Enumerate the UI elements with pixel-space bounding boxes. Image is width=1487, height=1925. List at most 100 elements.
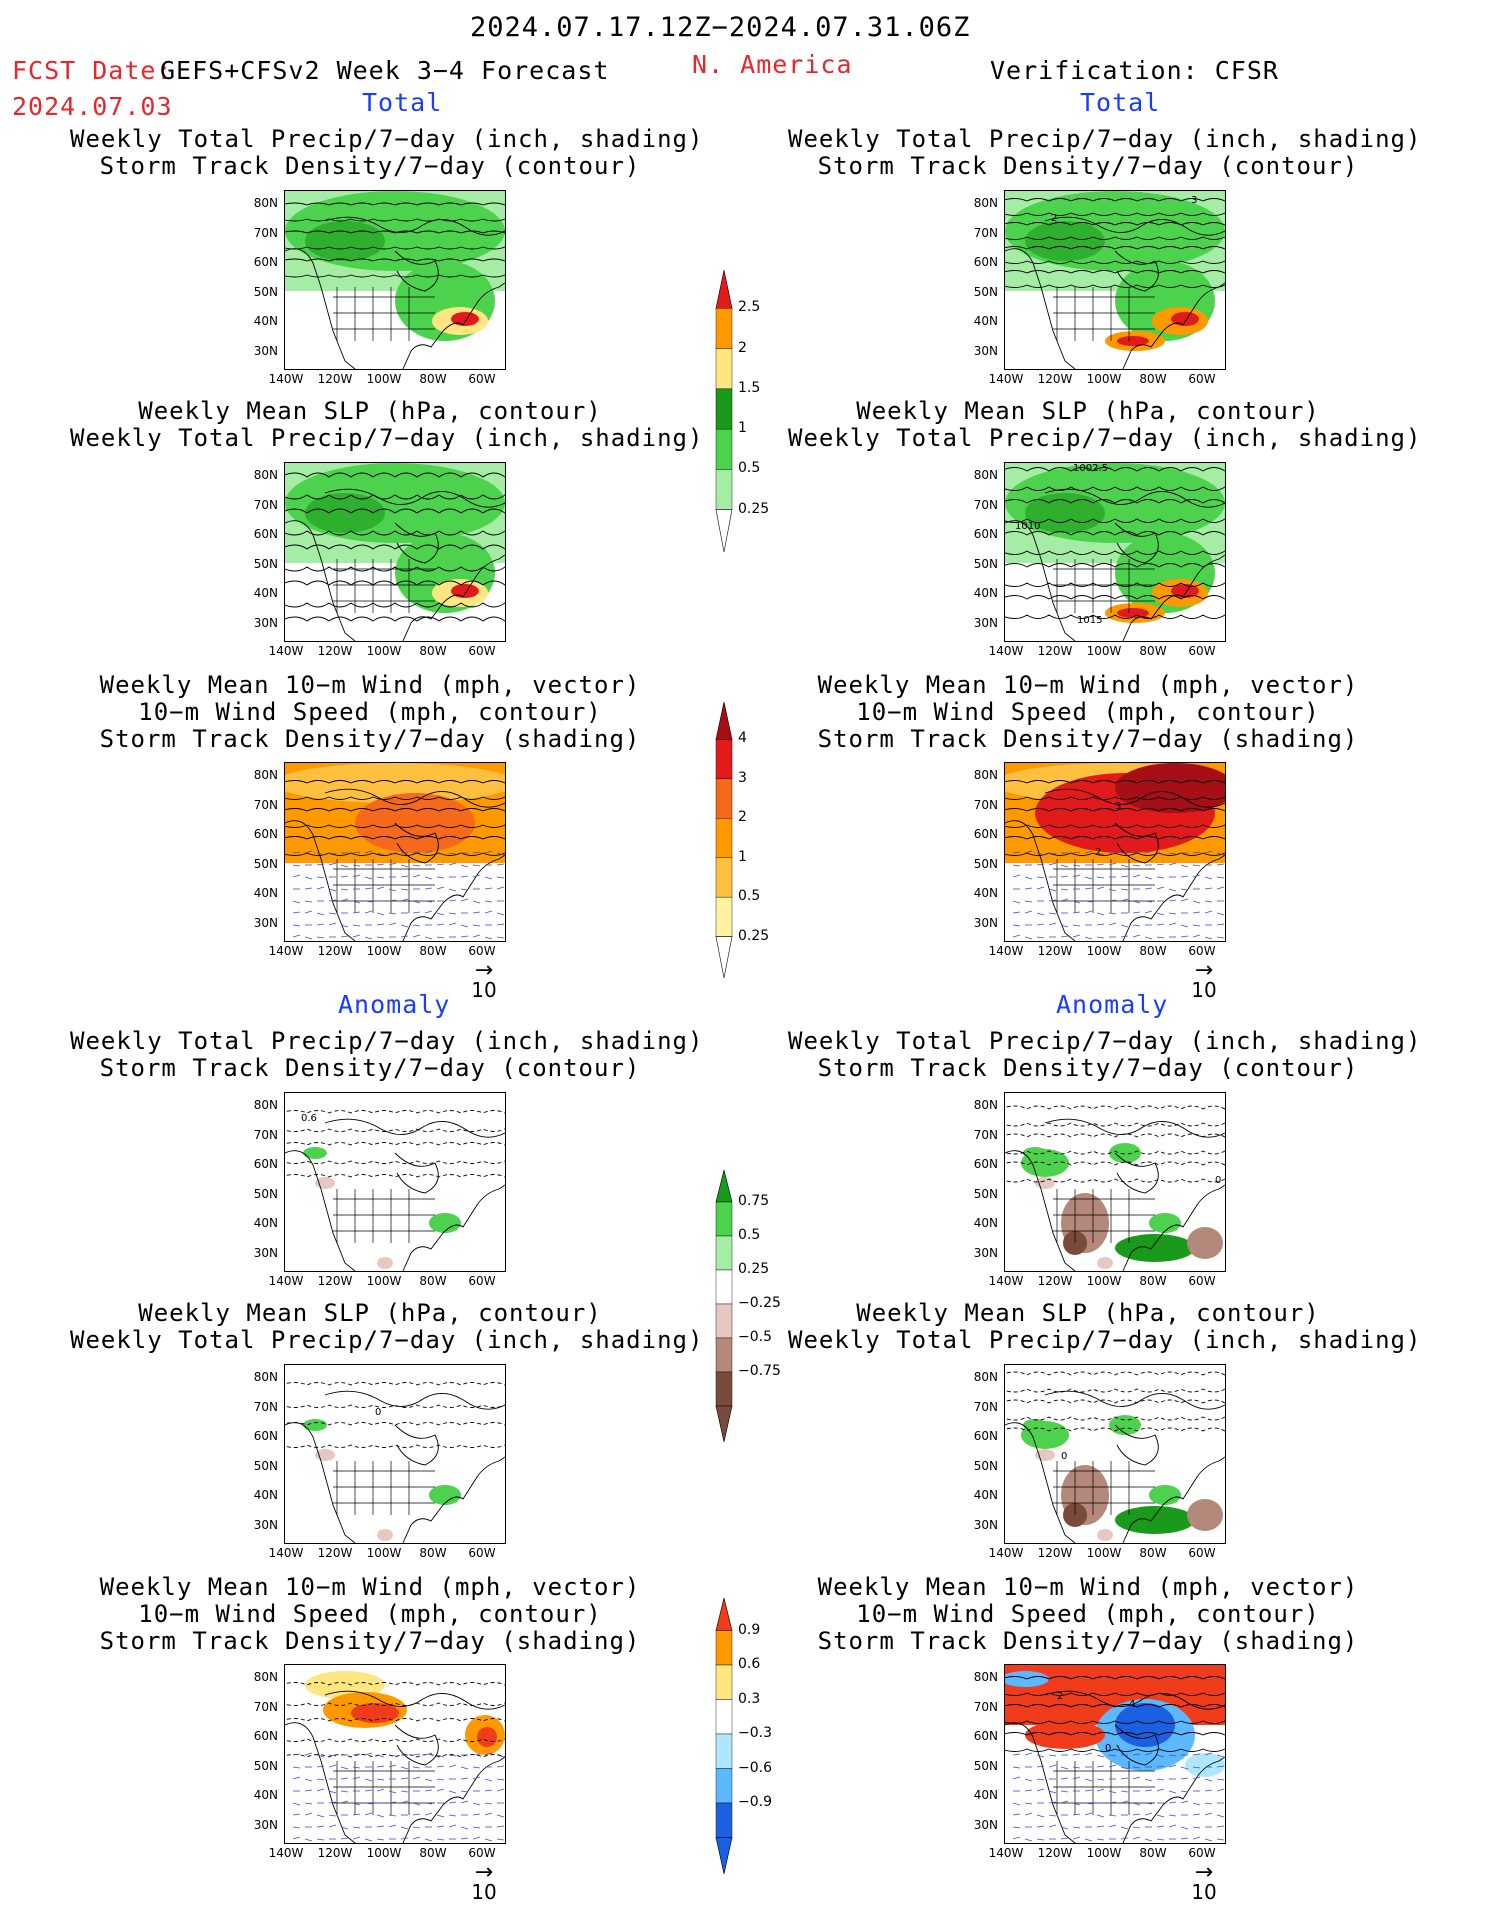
wind-vector xyxy=(400,935,409,938)
contour-line xyxy=(1005,1371,1225,1376)
wind-vector xyxy=(1180,1766,1189,1770)
latitude-tick: 40N xyxy=(253,314,278,329)
wind-vector xyxy=(1012,1766,1021,1769)
wind-vector xyxy=(496,886,505,890)
contour-label: 1010 xyxy=(1015,521,1040,532)
contour-line xyxy=(285,1444,505,1448)
wind-vector xyxy=(328,862,337,866)
title-slp-precip-total-verif: Weekly Mean SLP (hPa, contour) Weekly To… xyxy=(788,398,1420,452)
wind-vector xyxy=(460,888,469,891)
wind-vector xyxy=(1060,1766,1069,1770)
wind-vector xyxy=(1108,1790,1117,1794)
track-anomaly-shading xyxy=(1185,1753,1225,1777)
wind-vector xyxy=(460,1777,469,1780)
contour-label: 1015 xyxy=(1077,615,1102,626)
wind-vector xyxy=(1144,887,1153,890)
wind-vector xyxy=(1168,1754,1177,1757)
contour-line xyxy=(1005,212,1225,216)
wind-vector xyxy=(1096,912,1105,916)
wind-vector xyxy=(1180,1800,1189,1804)
wind-vector xyxy=(1084,1752,1093,1756)
latitude-tick: 80N xyxy=(973,768,998,782)
wind-vector xyxy=(1216,886,1225,890)
precip-anomaly-shading xyxy=(429,1485,461,1505)
wind-vector xyxy=(1036,1754,1045,1758)
vector-reference-total-verif: → 10 xyxy=(1184,960,1224,1003)
wind-vector xyxy=(1108,1764,1117,1768)
contour-line xyxy=(1005,1133,1225,1138)
wind-vector xyxy=(436,1788,445,1792)
wind-vector xyxy=(472,1766,481,1769)
track-anomaly-shading xyxy=(477,1727,497,1747)
latitude-tick: 50N xyxy=(973,284,998,299)
wind-vector xyxy=(1072,934,1081,938)
no-track-region xyxy=(285,863,505,941)
wind-vector xyxy=(496,936,505,939)
latitude-tick: 50N xyxy=(253,284,278,299)
contour-label: 0 xyxy=(1061,1451,1067,1462)
wind-vector xyxy=(1060,924,1069,928)
contour-line xyxy=(285,852,505,856)
wind-vector xyxy=(1096,1788,1105,1792)
wind-vector xyxy=(460,935,469,938)
colorbar-label: −0.6 xyxy=(738,1759,772,1776)
wind-vector xyxy=(1048,862,1057,866)
wind-vector xyxy=(1192,874,1201,878)
dry-region xyxy=(1005,291,1075,369)
title-wind-track-anom-verif: Weekly Mean 10−m Wind (mph, vector) 10−m… xyxy=(788,1574,1388,1655)
wind-vector xyxy=(1012,1753,1021,1756)
wind-vector xyxy=(364,1752,373,1756)
wind-vector xyxy=(496,876,505,879)
wind-vector xyxy=(328,899,337,902)
contour-line xyxy=(285,494,505,500)
contour-line xyxy=(1005,284,1225,288)
wind-vector xyxy=(400,1777,409,1780)
wind-vector xyxy=(340,924,349,928)
contour-line xyxy=(1005,1122,1225,1127)
contour-line xyxy=(285,508,505,514)
wind-vector xyxy=(1012,911,1021,914)
wind-vector xyxy=(328,1814,337,1817)
title-line: Weekly Total Precip/7−day (inch, shading… xyxy=(70,1326,704,1354)
wind-vector xyxy=(1192,1753,1201,1756)
contour-label: 2 xyxy=(1095,847,1101,858)
title-line: Weekly Total Precip/7−day (inch, shading… xyxy=(788,1027,1422,1055)
title-line: 10−m Wind Speed (mph, contour) xyxy=(138,698,602,726)
precip-shading xyxy=(1025,221,1105,261)
latitude-tick: 60N xyxy=(253,827,278,842)
wind-vector xyxy=(1120,875,1129,878)
wind-vector xyxy=(1156,936,1165,939)
colorbar-label: −0.75 xyxy=(738,1363,781,1379)
wind-vector xyxy=(1036,923,1045,926)
wind-vector xyxy=(1132,1802,1141,1806)
wind-vector xyxy=(364,1778,373,1782)
wind-vector xyxy=(424,1802,433,1805)
wind-vector xyxy=(1132,1753,1141,1756)
precip-anomaly-shading xyxy=(1097,1529,1113,1541)
wind-vector xyxy=(424,1752,433,1756)
contour-line xyxy=(1005,780,1225,784)
contour-line xyxy=(1005,1676,1225,1680)
precip-shading xyxy=(305,221,385,261)
wind-vector xyxy=(1084,936,1093,940)
contour-line xyxy=(285,836,505,840)
title-line: Weekly Total Precip/7−day (inch, shading… xyxy=(788,1326,1422,1354)
precip-anomaly-shading xyxy=(1149,1213,1181,1233)
wind-vector xyxy=(496,1838,505,1841)
contour-line xyxy=(285,1682,505,1686)
wind-vector xyxy=(1204,910,1213,914)
wind-vector xyxy=(292,911,301,914)
wind-vector xyxy=(1132,874,1141,878)
latitude-tick: 70N xyxy=(973,797,998,812)
wind-vector xyxy=(412,924,421,927)
wind-vector xyxy=(460,875,469,878)
wind-vector xyxy=(1120,864,1129,868)
wind-vector xyxy=(292,1813,301,1816)
title-line: Storm Track Density/7−day (contour) xyxy=(817,1054,1359,1082)
wind-vector xyxy=(412,911,421,914)
wind-vector xyxy=(1108,912,1117,915)
longitude-tick: 80W xyxy=(1139,644,1167,658)
wind-vector xyxy=(388,1764,397,1768)
wind-vector xyxy=(1216,863,1225,866)
